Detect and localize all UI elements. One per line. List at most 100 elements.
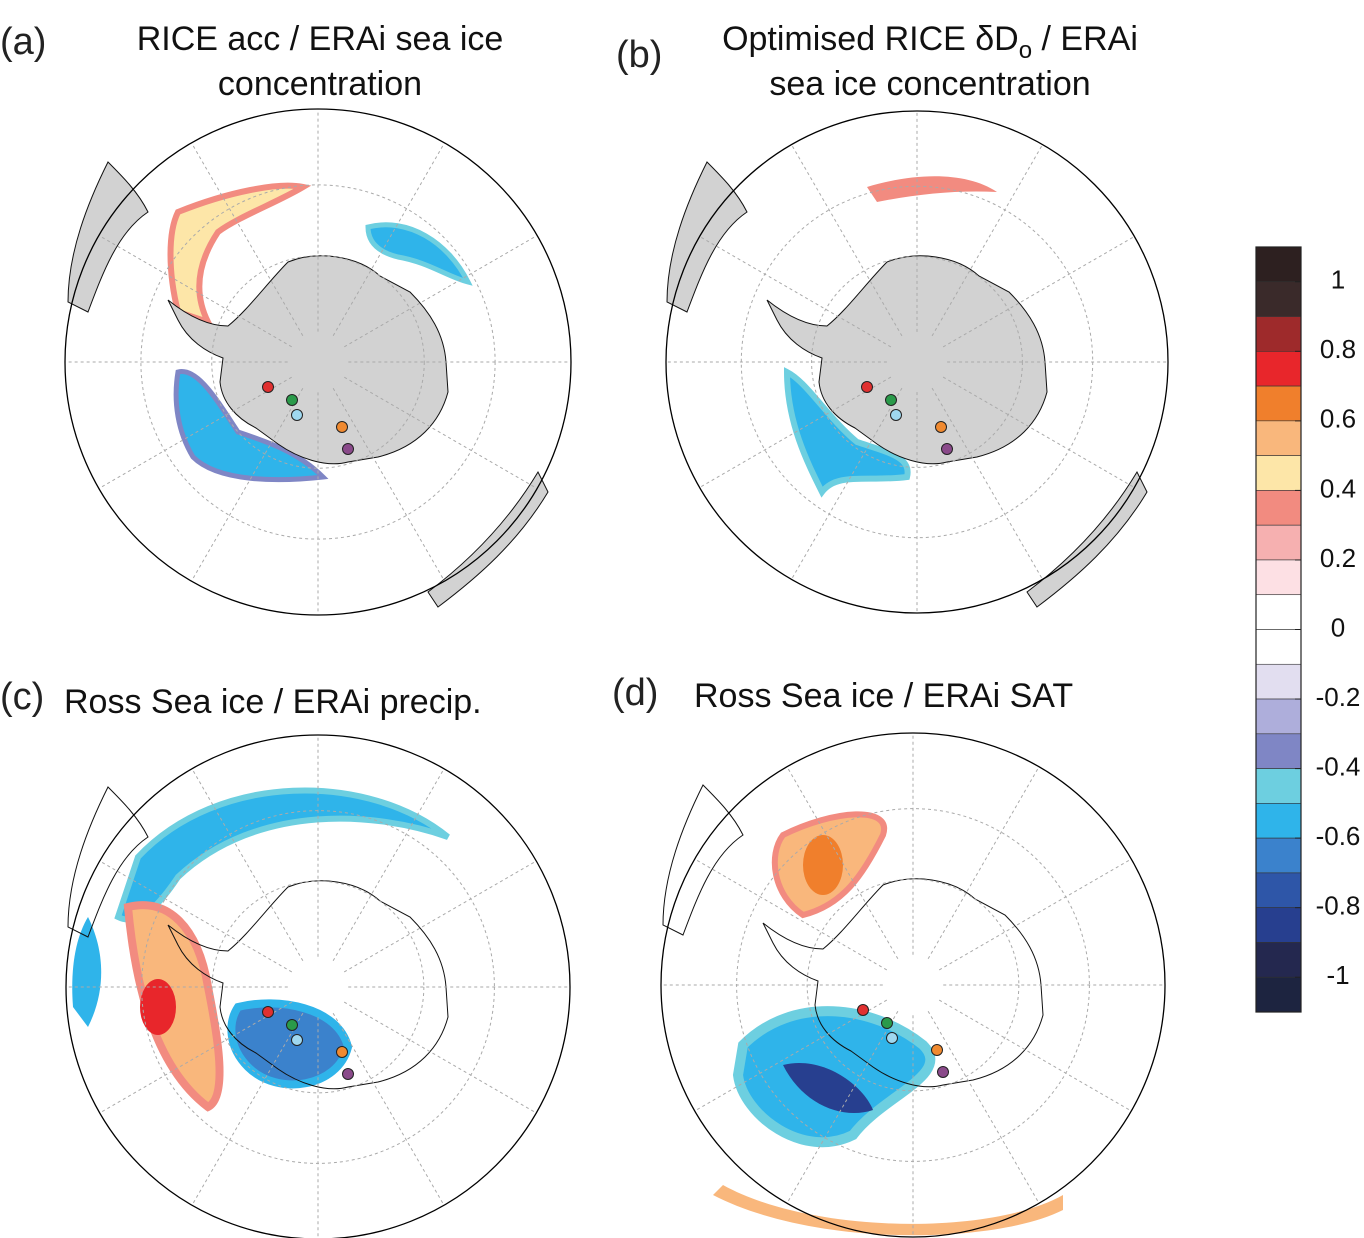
site-marker <box>291 409 303 421</box>
panel-title: Ross Sea ice / ERAi precip. <box>64 683 482 721</box>
contour <box>140 979 176 1035</box>
graticule <box>332 768 445 962</box>
contour <box>365 222 473 286</box>
panel-title: concentration <box>218 65 422 103</box>
graticule <box>343 1001 537 1114</box>
colorbar-segment <box>1255 385 1302 422</box>
graticule <box>99 1001 293 1114</box>
contour <box>114 787 450 923</box>
site-marker <box>931 1044 943 1056</box>
graticule <box>211 880 425 1094</box>
graticule <box>344 235 538 348</box>
colorbar-segment <box>1255 976 1302 1013</box>
site-marker <box>857 1004 869 1016</box>
map-rim <box>660 732 1166 1238</box>
graticule <box>927 1010 1040 1204</box>
panel-title: Optimised RICE δDo / ERAi <box>722 20 1138 64</box>
graticule <box>344 376 538 489</box>
colorbar-tick-label: 0.6 <box>1320 404 1356 434</box>
graticule <box>927 766 1040 960</box>
colorbar: 1 0.8 0.6 0.4 0.2 0 -0.2 -0.4 -0.6 -0.8 -1 <box>1255 246 1361 1013</box>
panel-label: (a) <box>0 21 46 63</box>
graticule <box>786 766 899 960</box>
site-marker <box>941 443 953 455</box>
colorbar-segment <box>1255 942 1302 978</box>
land <box>1026 470 1148 608</box>
graticule <box>791 387 903 580</box>
graticule <box>931 144 1043 337</box>
colorbar-segment <box>1255 594 1302 630</box>
colorbar-segment <box>1255 803 1302 839</box>
panel-label: (d) <box>612 672 658 714</box>
colorbar-segment <box>1255 907 1302 943</box>
graticule <box>791 144 903 337</box>
colorbar-tick-label: -0.8 <box>1316 891 1361 921</box>
panel-label: (b) <box>616 34 662 76</box>
graticule <box>938 999 1132 1112</box>
colorbar-segment <box>1255 246 1302 283</box>
map-rim <box>64 108 572 616</box>
title-text: / ERAi <box>1032 20 1138 58</box>
map-a <box>64 108 572 616</box>
colorbar-tick-label: 0.4 <box>1320 473 1356 503</box>
colorbar-segment <box>1255 872 1302 908</box>
graticule <box>806 878 1020 1092</box>
graticule <box>931 387 1043 580</box>
graticule <box>191 142 304 336</box>
colorbar-segment <box>1255 629 1302 665</box>
graticule <box>694 999 888 1112</box>
site-marker <box>336 1046 348 1058</box>
graticule <box>694 858 888 971</box>
colorbar-segment <box>1255 524 1302 561</box>
graticule <box>191 768 304 962</box>
graticule <box>699 236 892 348</box>
graticule <box>332 1012 445 1206</box>
colorbar-tick-label: -0.6 <box>1316 821 1361 851</box>
titles: (a) RICE acc / ERAi sea ice concentration (… <box>0 20 1138 721</box>
map-c <box>65 734 571 1238</box>
map-rim <box>65 734 571 1238</box>
colorbar-segment <box>1255 490 1302 526</box>
site-marker <box>342 443 354 455</box>
contour <box>713 1185 1063 1236</box>
panel-label: (c) <box>0 676 44 718</box>
site-marker <box>336 421 348 433</box>
colorbar-segment <box>1255 420 1302 456</box>
site-marker <box>885 394 897 406</box>
title-subscript: o <box>1019 37 1032 64</box>
contour <box>867 176 997 202</box>
contour <box>783 367 911 498</box>
title-text: Optimised RICE δD <box>722 20 1019 58</box>
colorbar-segment <box>1255 663 1302 700</box>
site-marker <box>886 1032 898 1044</box>
graticule <box>699 376 892 488</box>
site-marker <box>881 1017 893 1029</box>
graticule <box>211 255 425 469</box>
site-marker <box>262 1006 274 1018</box>
colorbar-tick-label: -1 <box>1326 960 1349 990</box>
site-marker <box>262 381 274 393</box>
graticule <box>786 1010 899 1204</box>
graticule <box>942 236 1135 348</box>
site-marker <box>342 1068 354 1080</box>
graticule <box>191 388 304 582</box>
colorbar-tick-label: -0.2 <box>1316 682 1361 712</box>
colorbar-segment <box>1255 316 1302 352</box>
contour <box>227 999 353 1089</box>
graticule <box>942 376 1135 488</box>
graticule <box>811 256 1023 468</box>
colorbar-tick-label: 0 <box>1331 612 1345 642</box>
colorbar-segment <box>1255 351 1302 387</box>
contour <box>72 917 102 1027</box>
colorbar-tick-label: 1 <box>1331 265 1345 295</box>
site-marker <box>286 1019 298 1031</box>
colorbar-segment <box>1255 698 1302 735</box>
contour <box>783 1063 873 1113</box>
colorbar-segment <box>1255 733 1302 769</box>
site-marker <box>861 381 873 393</box>
colorbar-segment <box>1255 768 1302 804</box>
graticule <box>98 376 292 489</box>
site-marker <box>291 1034 303 1046</box>
graticule <box>332 142 445 336</box>
